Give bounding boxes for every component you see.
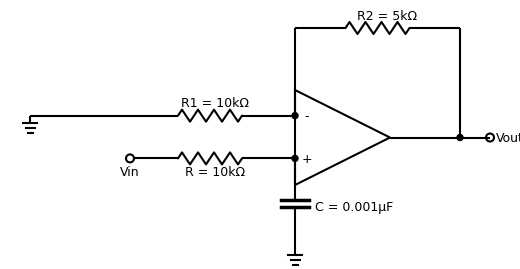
Text: R = 10kΩ: R = 10kΩ — [185, 166, 245, 179]
Text: +: + — [302, 153, 313, 166]
Text: C = 0.001μF: C = 0.001μF — [315, 201, 393, 214]
Circle shape — [457, 134, 463, 140]
Text: R1 = 10kΩ: R1 = 10kΩ — [181, 97, 249, 110]
Text: R2 = 5kΩ: R2 = 5kΩ — [357, 9, 418, 23]
Text: Vin: Vin — [120, 166, 140, 179]
Text: Vout: Vout — [496, 132, 520, 145]
Circle shape — [292, 113, 298, 119]
Circle shape — [292, 155, 298, 161]
Text: -: - — [305, 110, 309, 123]
